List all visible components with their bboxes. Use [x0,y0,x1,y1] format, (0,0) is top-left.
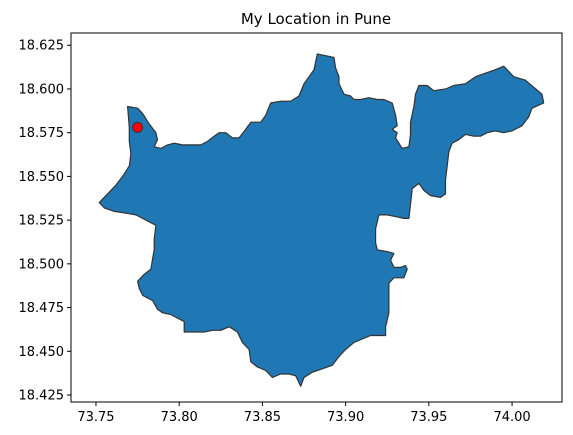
y-tick-label: 18.550 [19,170,65,185]
location-marker [132,121,144,133]
chart-title: My Location in Pune [241,10,391,28]
plot-area [98,53,545,387]
y-tick-label: 18.525 [19,214,65,229]
x-tick-label: 73.80 [161,410,198,425]
x-axis: 73.75 73.80 73.85 73.90 73.95 74.00 [77,402,531,425]
y-tick-label: 18.625 [19,39,65,54]
y-tick-label: 18.600 [19,82,65,97]
y-tick-label: 18.450 [19,345,65,360]
pune-boundary [98,53,545,387]
y-tick-label: 18.425 [19,389,65,404]
x-tick-label: 73.90 [327,410,364,425]
x-tick-label: 74.00 [493,410,530,425]
axes-frame [70,32,563,403]
x-tick-label: 73.85 [244,410,281,425]
y-axis: 18.425 18.450 18.475 18.500 18.525 18.550 18.5… [19,39,71,404]
x-tick-label: 73.95 [410,410,447,425]
y-tick-label: 18.575 [19,126,65,141]
x-tick-label: 73.75 [77,410,114,425]
y-tick-label: 18.475 [19,301,65,316]
y-tick-label: 18.500 [19,257,65,272]
